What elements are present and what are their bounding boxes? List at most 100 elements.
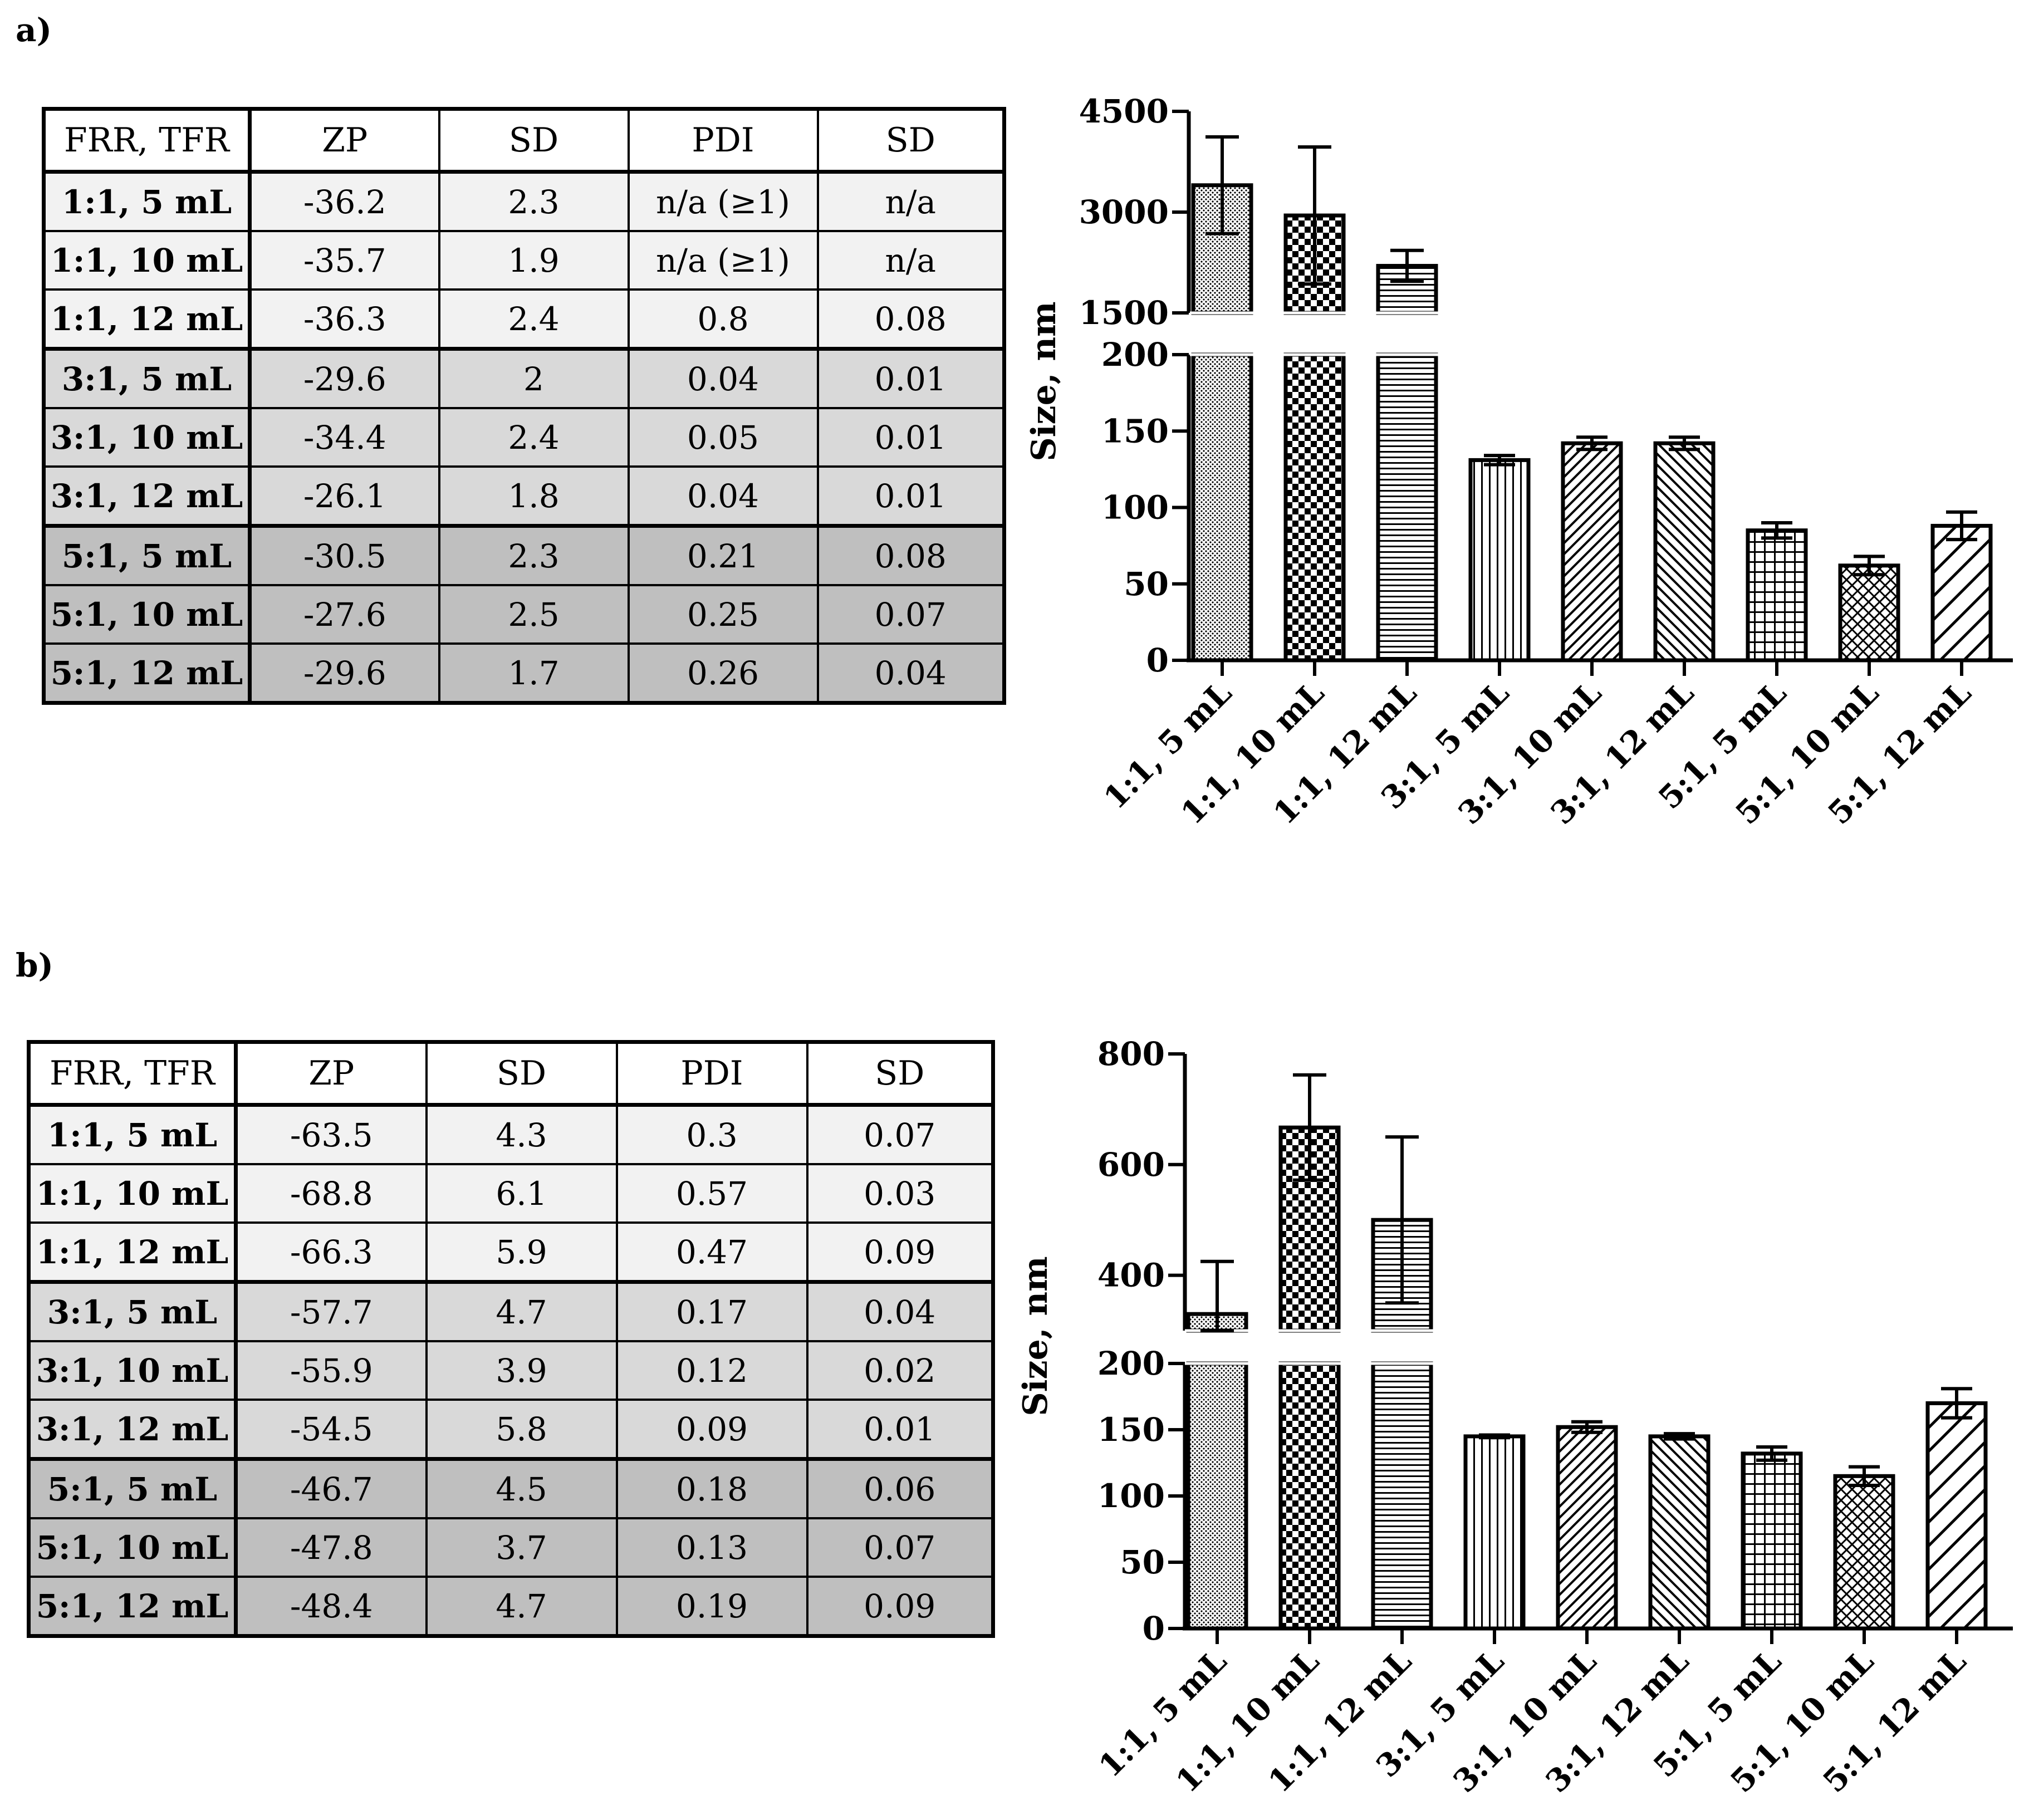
row-label: 3:1, 5 mL	[27, 1280, 238, 1342]
table-cell: 0.07	[816, 584, 1006, 645]
bar	[1463, 1434, 1526, 1631]
table-cell: 1.8	[438, 465, 630, 527]
table-cell: -63.5	[234, 1103, 428, 1165]
table-cell: 2	[438, 347, 630, 409]
table-cell: -36.3	[248, 288, 440, 350]
table-row: 5:1, 12 mL -48.4 4.7 0.19 0.09	[27, 1576, 994, 1637]
row-label: 5:1, 5 mL	[27, 1457, 238, 1519]
table-cell: 0.08	[816, 288, 1006, 350]
table-cell: 2.4	[438, 288, 630, 350]
y-tick-label: 0	[1146, 641, 1169, 679]
table-cell: 0.07	[806, 1103, 994, 1165]
table-cell: 0.04	[816, 642, 1006, 704]
bar	[1653, 441, 1716, 663]
row-label: 5:1, 10 mL	[27, 1517, 238, 1578]
panel-label-b: b)	[16, 946, 53, 984]
bar-lower-segment	[1186, 1361, 1248, 1631]
table-cell: -35.7	[248, 230, 440, 291]
table-cell: 3.9	[425, 1340, 618, 1401]
table-cell: 0.08	[816, 524, 1006, 586]
table-row: 3:1, 12 mL -26.1 1.8 0.04 0.01	[42, 465, 1006, 527]
table-header-row: FRR, TFR ZP SD PDI SD	[27, 1041, 994, 1106]
row-label: 1:1, 12 mL	[42, 288, 252, 350]
bar-lower-segment	[1283, 352, 1346, 663]
table-cell: 0.17	[615, 1280, 808, 1342]
table-cell: -30.5	[248, 524, 440, 586]
column-header: ZP	[234, 1041, 428, 1106]
table-cell: 5.9	[425, 1221, 618, 1283]
table-cell: -29.6	[248, 642, 440, 704]
table-row: 1:1, 10 mL -68.8 6.1 0.57 0.03	[27, 1163, 994, 1224]
column-header: ZP	[248, 107, 440, 173]
y-tick-label: 0	[1143, 1610, 1165, 1647]
row-label: 1:1, 10 mL	[27, 1163, 238, 1224]
table-cell: 1.7	[438, 642, 630, 704]
table-cell: -55.9	[234, 1340, 428, 1401]
table-cell: 0.05	[627, 407, 819, 468]
bar	[1741, 1451, 1803, 1631]
table-row: 3:1, 5 mL -29.6 2 0.04 0.01	[42, 347, 1006, 409]
bar	[1648, 1434, 1711, 1631]
table-cell: 0.01	[816, 465, 1006, 527]
table-cell: 0.57	[615, 1163, 808, 1224]
table-row: 1:1, 12 mL -66.3 5.9 0.47 0.09	[27, 1221, 994, 1283]
table-cell: -47.8	[234, 1517, 428, 1578]
table-cell: -57.7	[234, 1280, 428, 1342]
y-tick-label: 100	[1097, 1477, 1165, 1515]
y-axis-label: Size, nm	[1016, 1256, 1055, 1416]
table-cell: n/a (≥1)	[627, 170, 819, 232]
table-cell: 0.8	[627, 288, 819, 350]
table-cell: 0.03	[806, 1163, 994, 1224]
table-cell: 0.04	[806, 1280, 994, 1342]
table-cell: 3.7	[425, 1517, 618, 1578]
y-tick-label: 800	[1097, 1035, 1165, 1073]
row-label: 3:1, 12 mL	[27, 1399, 238, 1460]
bar	[1556, 1425, 1618, 1631]
table-cell: n/a (≥1)	[627, 230, 819, 291]
row-label: 5:1, 12 mL	[27, 1576, 238, 1637]
row-label: 5:1, 10 mL	[42, 584, 252, 645]
column-header: SD	[425, 1041, 618, 1106]
table-cell: 0.07	[806, 1517, 994, 1578]
results-table-b: FRR, TFR ZP SD PDI SD 1:1, 5 mL -63.5 4.3 0.3 0.0…	[27, 1040, 995, 1638]
bar-lower-segment	[1278, 1361, 1341, 1631]
table-row: 5:1, 12 mL -29.6 1.7 0.26 0.04	[42, 642, 1006, 704]
table-cell: 1.9	[438, 230, 630, 291]
table-cell: 0.09	[806, 1221, 994, 1283]
y-tick-label: 600	[1097, 1146, 1165, 1184]
table-cell: 4.7	[425, 1280, 618, 1342]
table-row: 5:1, 10 mL -47.8 3.7 0.13 0.07	[27, 1517, 994, 1578]
row-label: 1:1, 5 mL	[42, 170, 252, 232]
table-cell: 0.01	[816, 347, 1006, 409]
table-cell: 0.21	[627, 524, 819, 586]
bar	[1561, 441, 1623, 663]
row-label: 1:1, 12 mL	[27, 1221, 238, 1283]
table-cell: 0.12	[615, 1340, 808, 1401]
column-header: FRR, TFR	[27, 1041, 238, 1106]
table-cell: 6.1	[425, 1163, 618, 1224]
table-cell: 0.09	[615, 1399, 808, 1460]
table-row: 1:1, 12 mL -36.3 2.4 0.8 0.08	[42, 288, 1006, 350]
table-cell: 0.04	[627, 465, 819, 527]
table-row: 3:1, 5 mL -57.7 4.7 0.17 0.04	[27, 1280, 994, 1342]
column-header: SD	[438, 107, 630, 173]
table-cell: 0.47	[615, 1221, 808, 1283]
table-header-row: FRR, TFR ZP SD PDI SD	[42, 107, 1006, 173]
table-cell: 4.7	[425, 1576, 618, 1637]
table-cell: 2.4	[438, 407, 630, 468]
table-cell: 2.3	[438, 524, 630, 586]
table-cell: 0.3	[615, 1103, 808, 1165]
table-cell: 0.04	[627, 347, 819, 409]
table-cell: 0.06	[806, 1457, 994, 1519]
y-tick-label: 1500	[1079, 294, 1169, 332]
y-tick-label: 100	[1101, 489, 1169, 527]
table-cell: 0.13	[615, 1517, 808, 1578]
table-row: 5:1, 10 mL -27.6 2.5 0.25 0.07	[42, 584, 1006, 645]
table-cell: 4.3	[425, 1103, 618, 1165]
column-header: SD	[806, 1041, 994, 1106]
column-header: SD	[816, 107, 1006, 173]
y-tick-label: 200	[1101, 336, 1169, 374]
row-label: 1:1, 5 mL	[27, 1103, 238, 1165]
row-label: 3:1, 5 mL	[42, 347, 252, 409]
